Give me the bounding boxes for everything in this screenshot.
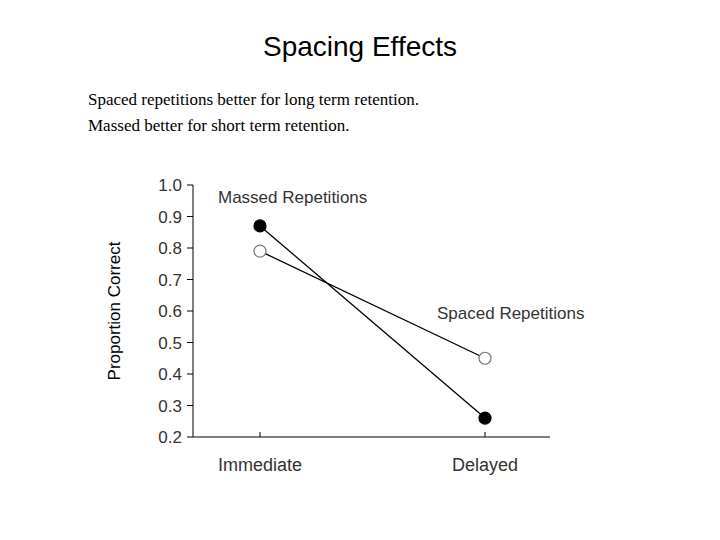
y-tick-label: 0.2	[158, 428, 182, 447]
title: Spacing Effects	[263, 31, 457, 62]
y-tick	[187, 311, 193, 312]
subtitle: Massed better for short term retention.	[88, 116, 350, 135]
y-tick-label: 0.4	[158, 365, 182, 384]
chart: Spacing Effects Spaced repetitions better…	[0, 0, 720, 540]
y-tick-label: 0.8	[158, 239, 182, 258]
x-tick	[485, 432, 486, 437]
x-axis	[193, 437, 550, 438]
y-tick	[187, 216, 193, 217]
y-tick	[187, 405, 193, 406]
y-tick	[187, 342, 193, 343]
series-label: Spaced Repetitions	[437, 304, 584, 323]
y-tick	[187, 185, 193, 186]
y-axis-label: Proportion Correct	[105, 241, 124, 380]
point	[479, 412, 491, 424]
y-tick-label: 0.6	[158, 302, 182, 321]
y-tick-label: 0.9	[158, 208, 182, 227]
y-tick	[187, 279, 193, 280]
subtitle: Spaced repetitions better for long term …	[88, 90, 419, 109]
series-label: Massed Repetitions	[218, 188, 367, 207]
chart-root: Spacing Effects Spaced repetitions better…	[0, 0, 720, 540]
y-tick	[187, 437, 193, 438]
y-tick	[187, 374, 193, 375]
point	[254, 220, 266, 232]
y-tick-label: 0.7	[158, 271, 182, 290]
y-tick-label: 0.5	[158, 334, 182, 353]
x-tick-label: Delayed	[452, 455, 518, 475]
y-tick	[187, 248, 193, 249]
point	[254, 245, 266, 257]
y-tick-label: 0.3	[158, 397, 182, 416]
point	[479, 352, 491, 364]
x-tick	[260, 432, 261, 437]
x-tick-label: Immediate	[218, 455, 302, 475]
y-tick-label: 1.0	[158, 176, 182, 195]
